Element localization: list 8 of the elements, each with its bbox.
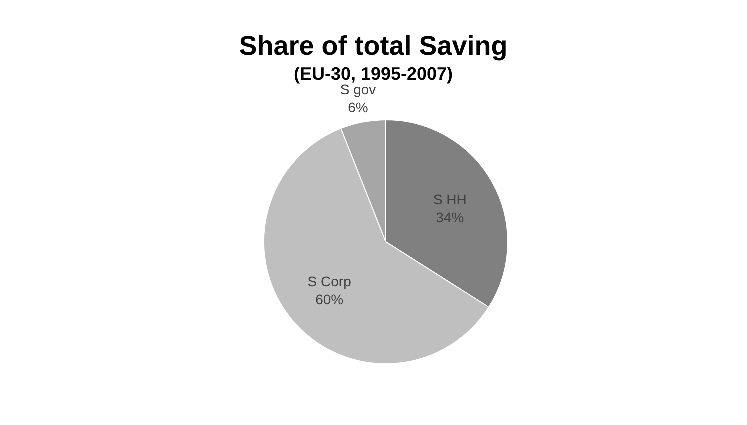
chart-title: Share of total Saving [238, 30, 509, 62]
chart-subtitle: (EU-30, 1995-2007) [292, 63, 454, 84]
slice-label: S gov [340, 82, 376, 98]
data-label: 34% [436, 210, 464, 226]
slice-label: S Corp [308, 274, 352, 290]
data-label: 6% [348, 100, 368, 116]
data-label: 60% [316, 292, 344, 308]
slice-label: S HH [433, 192, 467, 208]
